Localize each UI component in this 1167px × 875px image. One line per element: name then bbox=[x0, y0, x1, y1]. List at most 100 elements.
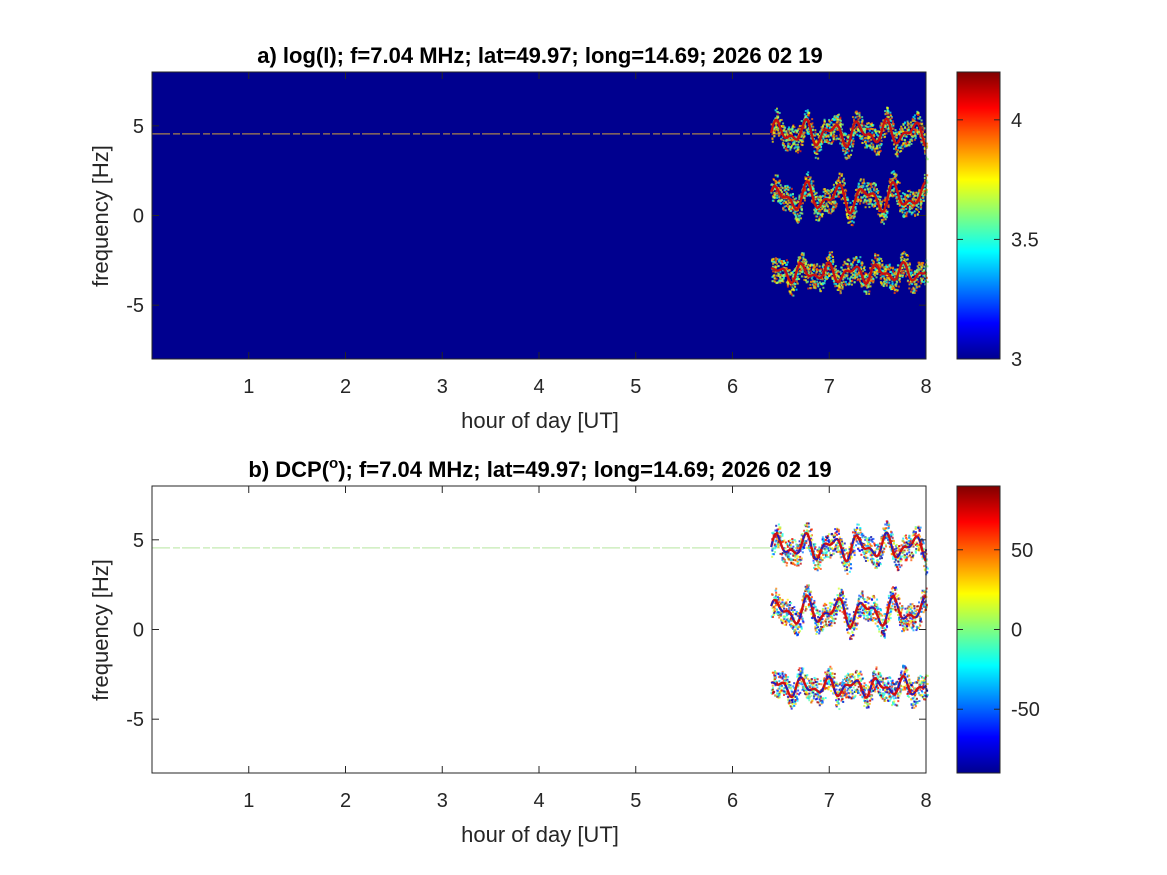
speckle bbox=[859, 531, 862, 534]
speckle bbox=[813, 599, 816, 602]
speckle bbox=[832, 209, 835, 212]
speckle bbox=[877, 152, 880, 155]
speckle bbox=[817, 562, 820, 565]
speckle bbox=[780, 553, 783, 556]
speckle bbox=[789, 194, 792, 197]
speckle bbox=[833, 549, 836, 552]
speckle bbox=[855, 538, 858, 541]
speckle bbox=[876, 548, 879, 551]
speckle bbox=[846, 271, 849, 274]
speckle bbox=[871, 194, 874, 197]
speckle bbox=[851, 279, 854, 282]
speckle bbox=[828, 196, 831, 199]
speckle bbox=[821, 612, 824, 615]
speckle bbox=[835, 284, 838, 287]
speckle bbox=[890, 172, 893, 175]
speckle bbox=[911, 274, 914, 277]
speckle bbox=[866, 199, 869, 202]
speckle bbox=[796, 276, 799, 279]
speckle bbox=[856, 274, 859, 277]
speckle bbox=[817, 269, 820, 272]
speckle bbox=[837, 178, 840, 181]
speckle bbox=[829, 623, 832, 626]
speckle bbox=[922, 540, 925, 543]
speckle bbox=[910, 559, 913, 562]
speckle bbox=[914, 551, 917, 554]
speckle bbox=[906, 279, 909, 282]
speckle bbox=[797, 564, 800, 567]
speckle bbox=[787, 551, 790, 554]
speckle bbox=[786, 280, 789, 283]
speckle bbox=[913, 283, 916, 286]
speckle bbox=[841, 173, 844, 176]
speckle bbox=[839, 133, 842, 136]
speckle bbox=[800, 119, 803, 122]
speckle bbox=[829, 539, 832, 542]
speckle bbox=[887, 525, 890, 528]
speckle bbox=[866, 550, 869, 553]
speckle bbox=[895, 136, 898, 139]
speckle bbox=[816, 270, 819, 273]
speckle bbox=[855, 203, 858, 206]
speckle bbox=[802, 140, 805, 143]
speckle bbox=[887, 110, 890, 113]
speckle bbox=[862, 178, 865, 181]
speckle bbox=[892, 132, 895, 135]
speckle bbox=[842, 559, 845, 562]
speckle bbox=[837, 549, 840, 552]
speckle bbox=[859, 202, 862, 205]
speckle bbox=[860, 135, 863, 138]
speckle bbox=[827, 547, 830, 550]
speckle bbox=[876, 567, 879, 570]
speckle bbox=[800, 534, 803, 537]
speckle bbox=[912, 530, 915, 533]
speckle bbox=[811, 538, 814, 541]
speckle bbox=[800, 212, 803, 215]
speckle bbox=[879, 557, 882, 560]
speckle bbox=[900, 269, 903, 272]
speckle bbox=[840, 128, 843, 131]
speckle bbox=[837, 193, 840, 196]
speckle bbox=[835, 613, 838, 616]
speckle bbox=[830, 624, 833, 627]
speckle bbox=[791, 613, 794, 616]
speckle bbox=[870, 138, 873, 141]
speckle bbox=[798, 138, 801, 141]
speckle bbox=[789, 559, 792, 562]
speckle bbox=[772, 262, 775, 265]
speckle bbox=[860, 262, 863, 265]
speckle bbox=[916, 213, 919, 216]
speckle bbox=[785, 267, 788, 270]
speckle bbox=[872, 145, 875, 148]
speckle bbox=[795, 564, 798, 567]
speckle bbox=[845, 189, 848, 192]
speckle bbox=[878, 257, 881, 260]
speckle bbox=[918, 117, 921, 120]
speckle bbox=[876, 145, 879, 148]
panel-b-title-superscript: o bbox=[329, 455, 338, 472]
speckle bbox=[898, 181, 901, 184]
speckle bbox=[866, 540, 869, 543]
speckle bbox=[779, 198, 782, 201]
speckle bbox=[850, 215, 853, 218]
x-tick-label: 8 bbox=[920, 376, 931, 398]
speckle bbox=[874, 254, 877, 257]
speckle bbox=[884, 274, 887, 277]
speckle bbox=[793, 629, 796, 632]
speckle bbox=[838, 282, 841, 285]
speckle bbox=[828, 624, 831, 627]
speckle bbox=[893, 147, 896, 150]
speckle bbox=[921, 200, 924, 203]
speckle bbox=[865, 556, 868, 559]
speckle bbox=[850, 283, 853, 286]
speckle bbox=[816, 569, 819, 572]
speckle bbox=[826, 277, 829, 280]
speckle bbox=[829, 546, 832, 549]
speckle bbox=[881, 275, 884, 278]
speckle bbox=[834, 200, 837, 203]
speckle bbox=[882, 285, 885, 288]
speckle bbox=[828, 252, 831, 255]
speckle bbox=[775, 110, 778, 113]
speckle bbox=[827, 135, 830, 138]
speckle bbox=[834, 528, 837, 531]
